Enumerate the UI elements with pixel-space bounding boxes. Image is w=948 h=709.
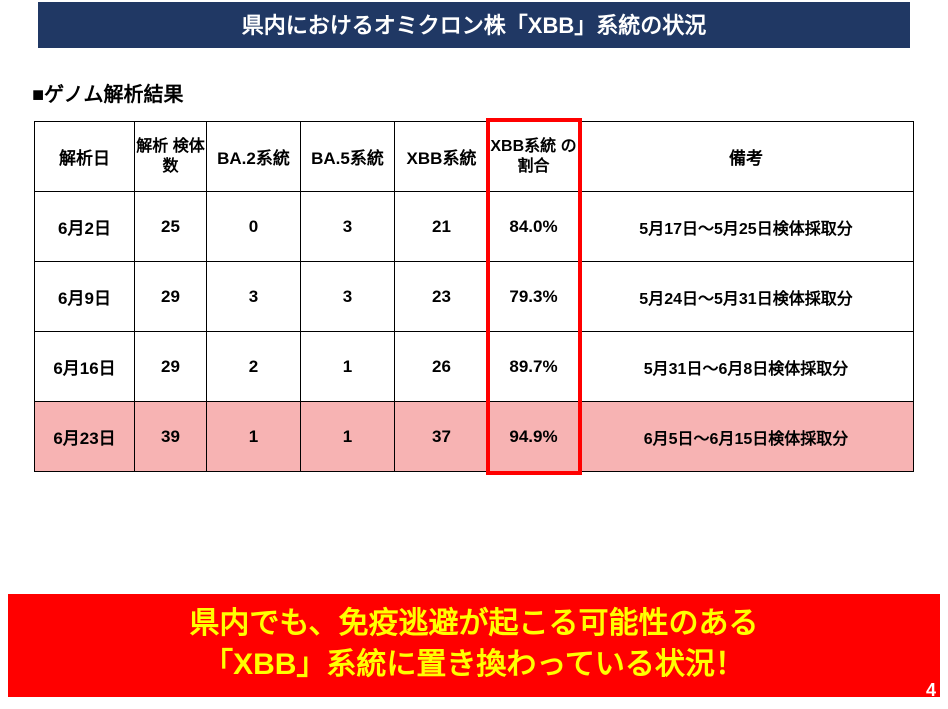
cell-count: 29 bbox=[135, 262, 207, 332]
cell-ratio: 89.7% bbox=[489, 332, 579, 402]
cell-xbb: 37 bbox=[395, 402, 489, 472]
table-body: 6月2日 25 0 3 21 84.0% 5月17日～5月25日検体採取分 6月… bbox=[35, 192, 914, 472]
cell-count: 25 bbox=[135, 192, 207, 262]
col-header-count: 解析 検体数 bbox=[135, 122, 207, 192]
col-header-xbb: XBB系統 bbox=[395, 122, 489, 192]
cell-ba5: 3 bbox=[301, 192, 395, 262]
cell-xbb: 23 bbox=[395, 262, 489, 332]
cell-note: 5月17日～5月25日検体採取分 bbox=[579, 192, 914, 262]
cell-ba5: 3 bbox=[301, 262, 395, 332]
cell-ba5: 1 bbox=[301, 402, 395, 472]
cell-ratio: 84.0% bbox=[489, 192, 579, 262]
cell-count: 39 bbox=[135, 402, 207, 472]
title-bar: 県内におけるオミクロン株「XBB」系統の状況 bbox=[38, 2, 910, 48]
col-header-date: 解析日 bbox=[35, 122, 135, 192]
cell-ba2: 3 bbox=[207, 262, 301, 332]
page-title: 県内におけるオミクロン株「XBB」系統の状況 bbox=[242, 13, 706, 38]
genome-table-wrap: 解析日 解析 検体数 BA.2系統 BA.5系統 XBB系統 XBB系統 の割合… bbox=[34, 121, 914, 472]
table-row: 6月16日 29 2 1 26 89.7% 5月31日～6月8日検体採取分 bbox=[35, 332, 914, 402]
callout-line2: 「XBB」系統に置き換わっている状況！ bbox=[14, 645, 934, 686]
cell-note: 5月31日～6月8日検体採取分 bbox=[579, 332, 914, 402]
cell-date: 6月23日 bbox=[35, 402, 135, 472]
table-row: 6月2日 25 0 3 21 84.0% 5月17日～5月25日検体採取分 bbox=[35, 192, 914, 262]
cell-ba5: 1 bbox=[301, 332, 395, 402]
col-header-ba2: BA.2系統 bbox=[207, 122, 301, 192]
callout-line1: 県内でも、免疫逃避が起こる可能性のある bbox=[14, 604, 934, 645]
table-row: 6月9日 29 3 3 23 79.3% 5月24日～5月31日検体採取分 bbox=[35, 262, 914, 332]
cell-date: 6月9日 bbox=[35, 262, 135, 332]
cell-ratio: 79.3% bbox=[489, 262, 579, 332]
genome-table: 解析日 解析 検体数 BA.2系統 BA.5系統 XBB系統 XBB系統 の割合… bbox=[34, 121, 914, 472]
table-header-row: 解析日 解析 検体数 BA.2系統 BA.5系統 XBB系統 XBB系統 の割合… bbox=[35, 122, 914, 192]
cell-count: 29 bbox=[135, 332, 207, 402]
cell-ratio: 94.9% bbox=[489, 402, 579, 472]
cell-ba2: 2 bbox=[207, 332, 301, 402]
section-subtitle: ■ゲノム解析結果 bbox=[32, 78, 948, 107]
col-header-ba5: BA.5系統 bbox=[301, 122, 395, 192]
cell-xbb: 26 bbox=[395, 332, 489, 402]
col-header-ratio: XBB系統 の割合 bbox=[489, 122, 579, 192]
callout-banner: 県内でも、免疫逃避が起こる可能性のある 「XBB」系統に置き換わっている状況！ bbox=[8, 594, 940, 697]
page-number: 4 bbox=[926, 680, 936, 701]
col-header-note: 備考 bbox=[579, 122, 914, 192]
cell-note: 5月24日～5月31日検体採取分 bbox=[579, 262, 914, 332]
cell-date: 6月2日 bbox=[35, 192, 135, 262]
cell-ba2: 0 bbox=[207, 192, 301, 262]
cell-ba2: 1 bbox=[207, 402, 301, 472]
cell-date: 6月16日 bbox=[35, 332, 135, 402]
table-row-highlight: 6月23日 39 1 1 37 94.9% 6月5日～6月15日検体採取分 bbox=[35, 402, 914, 472]
cell-note: 6月5日～6月15日検体採取分 bbox=[579, 402, 914, 472]
cell-xbb: 21 bbox=[395, 192, 489, 262]
